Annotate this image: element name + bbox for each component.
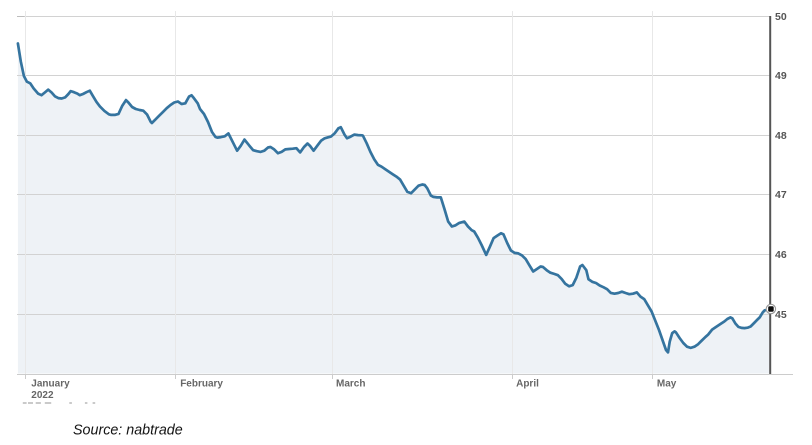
svg-text:April: April [516,379,539,390]
svg-text:January: January [31,379,70,390]
svg-text:47: 47 [775,189,787,201]
svg-text:March: March [336,379,365,390]
svg-text:48: 48 [775,130,787,142]
svg-text:49: 49 [775,70,787,82]
svg-text:May: May [657,379,677,390]
svg-text:50: 50 [775,11,787,23]
svg-text:Source: nabtrade: Source: nabtrade [73,423,183,439]
svg-text:2022: 2022 [31,390,54,401]
svg-text:45: 45 [775,309,787,321]
svg-text:46: 46 [775,249,787,261]
svg-text:February: February [180,379,223,390]
